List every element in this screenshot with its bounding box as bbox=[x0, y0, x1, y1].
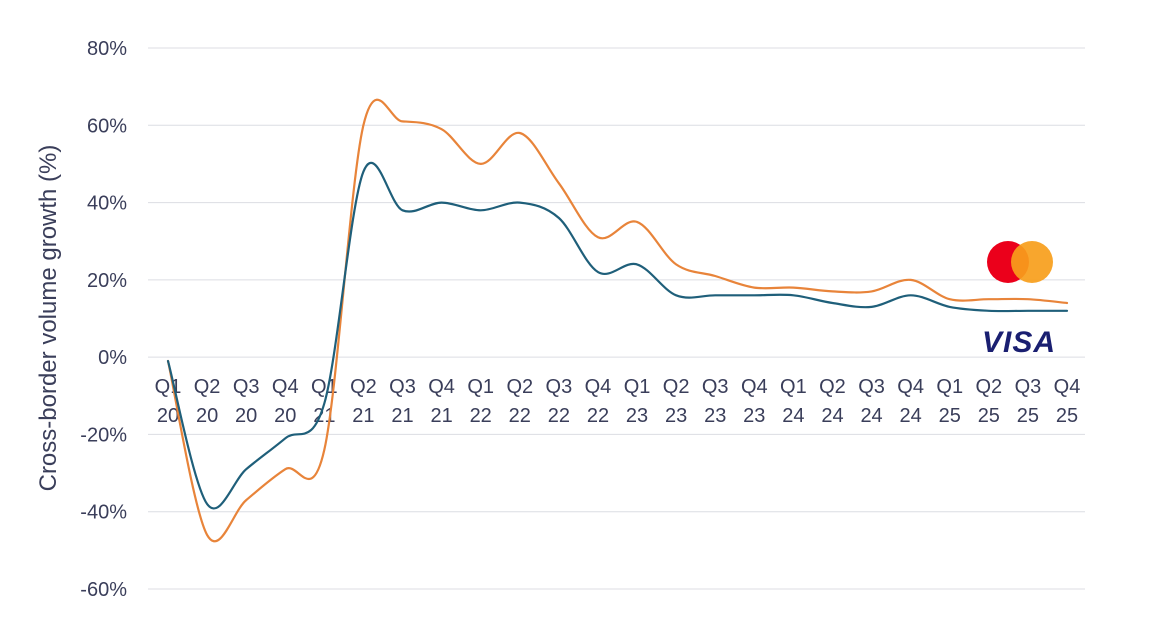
x-tick-label-year: 23 bbox=[743, 405, 765, 427]
x-tick-label-year: 24 bbox=[782, 405, 804, 427]
x-tick-label-year: 21 bbox=[430, 405, 452, 427]
x-tick-label-year: 22 bbox=[587, 405, 609, 427]
x-tick-label-quarter: Q4 bbox=[428, 376, 455, 398]
x-tick-label-quarter: Q4 bbox=[1054, 376, 1081, 398]
y-tick-label: 80% bbox=[87, 38, 127, 60]
x-tick-label-year: 20 bbox=[157, 405, 179, 427]
x-tick-label-quarter: Q2 bbox=[663, 376, 690, 398]
x-tick-label-year: 25 bbox=[1017, 405, 1039, 427]
x-tick-label-quarter: Q4 bbox=[585, 376, 612, 398]
x-tick-label-year: 20 bbox=[274, 405, 296, 427]
x-tick-label-quarter: Q1 bbox=[624, 376, 651, 398]
y-tick-label: 0% bbox=[98, 347, 127, 369]
x-tick-label-year: 20 bbox=[196, 405, 218, 427]
x-tick-label-quarter: Q1 bbox=[155, 376, 182, 398]
x-tick-label-year: 23 bbox=[704, 405, 726, 427]
series-lines bbox=[166, 98, 1069, 543]
x-tick-label-quarter: Q3 bbox=[546, 376, 573, 398]
x-tick-label-year: 25 bbox=[978, 405, 1000, 427]
y-tick-label: -40% bbox=[80, 502, 127, 524]
x-tick-label-year: 20 bbox=[235, 405, 257, 427]
series-line-visa bbox=[166, 161, 1069, 510]
x-axis-ticks: Q120Q220Q320Q420Q121Q221Q321Q421Q122Q222… bbox=[155, 376, 1081, 427]
mastercard-orange-circle bbox=[1011, 241, 1053, 283]
x-tick-label-quarter: Q1 bbox=[936, 376, 963, 398]
x-tick-label-quarter: Q1 bbox=[467, 376, 494, 398]
y-tick-label: 20% bbox=[87, 270, 127, 292]
x-tick-label-year: 21 bbox=[352, 405, 374, 427]
x-tick-label-quarter: Q1 bbox=[780, 376, 807, 398]
x-tick-label-year: 24 bbox=[821, 405, 843, 427]
x-tick-label-quarter: Q2 bbox=[975, 376, 1002, 398]
y-tick-label: -20% bbox=[80, 424, 127, 446]
visa-logo-icon: VISA bbox=[982, 326, 1056, 359]
x-tick-label-quarter: Q1 bbox=[311, 376, 338, 398]
x-tick-label-quarter: Q2 bbox=[350, 376, 377, 398]
visa-wordmark: VISA bbox=[982, 326, 1056, 359]
y-tick-label: 40% bbox=[87, 193, 127, 215]
y-axis-label: Cross-border volume growth (%) bbox=[35, 145, 62, 492]
x-tick-label-year: 24 bbox=[900, 405, 922, 427]
x-tick-label-quarter: Q2 bbox=[506, 376, 533, 398]
y-tick-label: -60% bbox=[80, 579, 127, 601]
gridlines bbox=[148, 47, 1085, 590]
x-tick-label-quarter: Q3 bbox=[389, 376, 416, 398]
x-tick-label-quarter: Q2 bbox=[819, 376, 846, 398]
x-tick-label-year: 22 bbox=[509, 405, 531, 427]
x-tick-label-year: 24 bbox=[860, 405, 882, 427]
legend: VISA bbox=[982, 241, 1056, 359]
x-tick-label-quarter: Q4 bbox=[741, 376, 768, 398]
x-tick-label-quarter: Q3 bbox=[233, 376, 260, 398]
x-tick-label-year: 22 bbox=[470, 405, 492, 427]
x-tick-label-year: 25 bbox=[1056, 405, 1078, 427]
x-tick-label-year: 22 bbox=[548, 405, 570, 427]
x-tick-label-quarter: Q3 bbox=[858, 376, 885, 398]
y-axis-ticks: 80% 60% 40% 20% 0% -20% -40% -60% bbox=[80, 38, 127, 601]
x-tick-label-quarter: Q4 bbox=[272, 376, 299, 398]
x-tick-label-year: 21 bbox=[391, 405, 413, 427]
x-tick-label-year: 23 bbox=[626, 405, 648, 427]
x-tick-label-year: 25 bbox=[939, 405, 961, 427]
y-tick-label: 60% bbox=[87, 115, 127, 137]
x-tick-label-year: 23 bbox=[665, 405, 687, 427]
x-tick-label-quarter: Q3 bbox=[702, 376, 729, 398]
x-tick-label-quarter: Q2 bbox=[194, 376, 221, 398]
mastercard-logo-icon bbox=[987, 241, 1053, 283]
series-line-mastercard bbox=[166, 98, 1069, 543]
x-tick-label-quarter: Q4 bbox=[897, 376, 924, 398]
x-tick-label-quarter: Q3 bbox=[1015, 376, 1042, 398]
